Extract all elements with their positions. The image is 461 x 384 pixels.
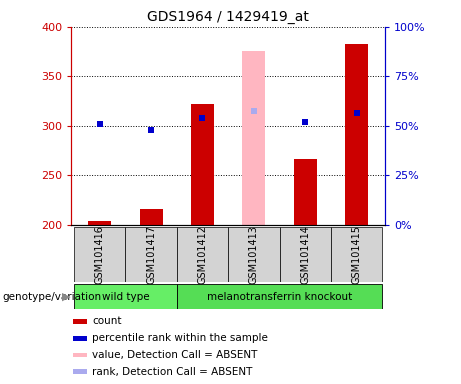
Bar — [73, 369, 87, 374]
Text: value, Detection Call = ABSENT: value, Detection Call = ABSENT — [92, 350, 258, 360]
Bar — [331, 227, 382, 282]
Bar — [74, 227, 125, 282]
Bar — [177, 284, 382, 309]
Text: wild type: wild type — [101, 291, 149, 302]
Text: GSM101416: GSM101416 — [95, 225, 105, 284]
Text: GSM101415: GSM101415 — [352, 225, 362, 284]
Bar — [73, 353, 87, 357]
Bar — [228, 227, 279, 282]
Bar — [74, 284, 177, 309]
Bar — [279, 227, 331, 282]
Bar — [73, 336, 87, 341]
Text: GSM101414: GSM101414 — [300, 225, 310, 284]
Bar — [73, 319, 87, 324]
Text: GSM101417: GSM101417 — [146, 225, 156, 284]
Text: rank, Detection Call = ABSENT: rank, Detection Call = ABSENT — [92, 367, 253, 377]
Bar — [125, 227, 177, 282]
Text: count: count — [92, 316, 122, 326]
Bar — [88, 221, 111, 225]
Text: genotype/variation: genotype/variation — [2, 291, 101, 302]
Title: GDS1964 / 1429419_at: GDS1964 / 1429419_at — [147, 10, 309, 25]
Bar — [345, 44, 368, 225]
Bar — [294, 159, 317, 225]
Bar — [140, 209, 163, 225]
Bar — [191, 104, 214, 225]
Text: GSM101412: GSM101412 — [197, 225, 207, 284]
Bar — [242, 51, 266, 225]
Text: ▶: ▶ — [62, 291, 70, 302]
Text: GSM101413: GSM101413 — [249, 225, 259, 284]
Bar — [177, 227, 228, 282]
Text: percentile rank within the sample: percentile rank within the sample — [92, 333, 268, 343]
Text: melanotransferrin knockout: melanotransferrin knockout — [207, 291, 352, 302]
